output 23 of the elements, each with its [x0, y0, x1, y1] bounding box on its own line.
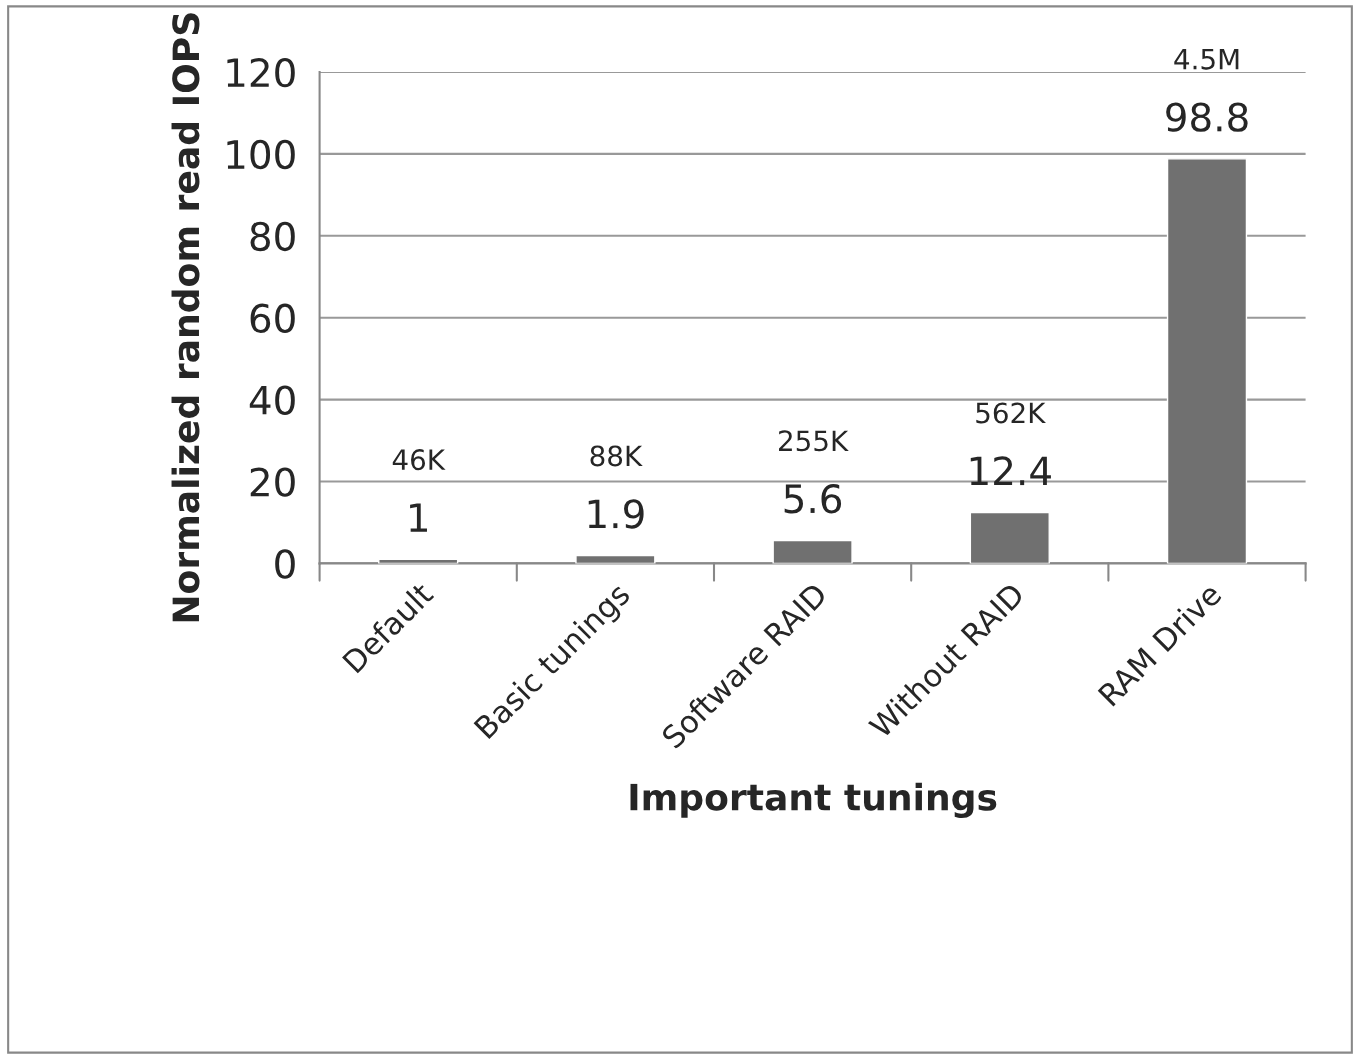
annotation: 562K: [976, 402, 1046, 424]
y-axis-title: Normalized random read IOPS: [171, 13, 200, 622]
annotation: 88K: [590, 445, 643, 467]
data-label: 1.9: [588, 499, 644, 529]
bar: [772, 539, 853, 564]
annotation: 255K: [779, 430, 849, 452]
bar: [1166, 158, 1248, 564]
text: 4.5M: [1174, 49, 1239, 70]
y-tick-label: 40: [249, 385, 295, 415]
bar: [575, 554, 656, 564]
y-tick-label: 100: [227, 139, 295, 170]
y-tick-label: 20: [250, 467, 295, 497]
data-label: 5.6: [784, 484, 842, 514]
annotation: 46K: [392, 449, 446, 471]
data-label: 98.8: [1166, 102, 1248, 132]
bar: [969, 511, 1050, 564]
y-tick-label: 0: [275, 549, 295, 579]
x-axis-title: Important tunings: [630, 782, 997, 819]
data-label: 1: [410, 503, 427, 532]
y-tick-label: 60: [250, 303, 295, 334]
y-tick-label: 120: [227, 57, 295, 88]
y-tick-label: 80: [250, 221, 295, 252]
data-label: 12.4: [970, 456, 1051, 486]
